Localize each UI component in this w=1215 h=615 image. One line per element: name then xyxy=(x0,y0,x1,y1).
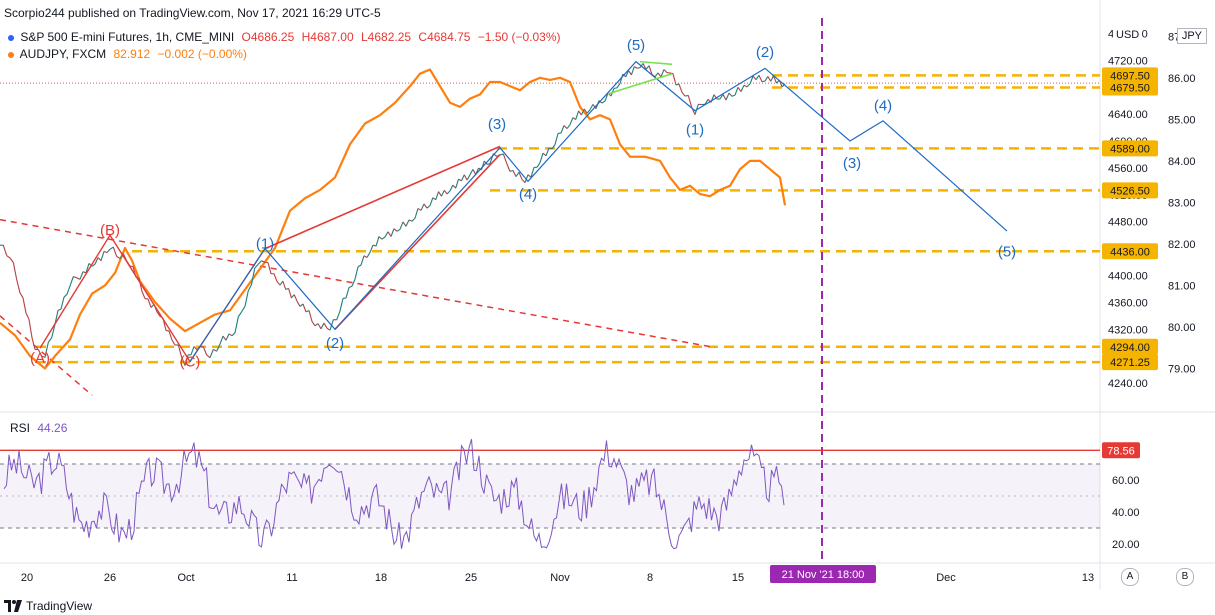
rsi-legend[interactable]: RSI 44.26 xyxy=(10,421,71,435)
level-label: 4271.25 xyxy=(1110,357,1150,369)
level-label: 4589.00 xyxy=(1110,143,1150,155)
level-label-bg xyxy=(1102,67,1158,84)
level-label: 4526.50 xyxy=(1110,185,1150,197)
rsi-label: RSI xyxy=(10,421,31,435)
publish-line: Scorpio244 published on TradingView.com,… xyxy=(4,6,381,20)
low-value: L4682.25 xyxy=(361,30,412,44)
wave-label: (C) xyxy=(180,353,201,370)
symbol2-change: −0.002 (−0.00%) xyxy=(157,47,247,61)
wave-channel-red-2 xyxy=(334,153,501,330)
rsi-tick-label: 20.00 xyxy=(1112,539,1140,551)
currency-left[interactable]: USD xyxy=(1113,28,1143,42)
cursor-time-label: 21 Nov '21 18:00 xyxy=(782,569,865,581)
level-label: 4436.00 xyxy=(1110,246,1150,258)
wave-label: (1) xyxy=(256,236,274,253)
level-label-bg xyxy=(1102,243,1158,260)
symbol-name: S&P 500 E-mini Futures, 1h, CME_MINI xyxy=(20,30,235,44)
symbol2-value: 82.912 xyxy=(113,47,151,61)
cursor-time-bg xyxy=(770,565,876,583)
tradingview-logo-icon xyxy=(4,600,22,612)
high-value: H4687.00 xyxy=(301,30,354,44)
time-tick-label: Oct xyxy=(177,572,194,584)
rsi-level-label: 78.56 xyxy=(1107,445,1135,457)
symbol2-legend[interactable]: AUDJPY, FXCM 82.912 −0.002 (−0.00%) xyxy=(8,47,251,61)
time-tick-label: 18 xyxy=(375,572,387,584)
time-tick-label: 25 xyxy=(465,572,477,584)
wave-label: (2) xyxy=(756,44,774,61)
wave-label: (4) xyxy=(519,186,537,203)
wave-label: (B) xyxy=(100,222,120,239)
audjpy-line xyxy=(0,68,787,370)
time-tick-label: 11 xyxy=(286,572,297,584)
rsi-band xyxy=(0,464,1100,528)
jpy-tick-label: 79.00 xyxy=(1168,363,1196,375)
price-tick-label: 4400.00 xyxy=(1108,270,1148,282)
price-tick-label: 4720.00 xyxy=(1108,55,1148,67)
price-tick-label: 4360.00 xyxy=(1108,297,1148,309)
wave-label: (4) xyxy=(874,98,892,115)
rsi-tick-label: 40.00 xyxy=(1112,507,1140,519)
level-label-bg xyxy=(1102,182,1158,199)
jpy-tick-label: 83.00 xyxy=(1168,197,1196,209)
wave-label: (1) xyxy=(686,121,704,138)
wave-label: (2) xyxy=(326,335,344,352)
jpy-tick-label: 82.00 xyxy=(1168,239,1196,251)
price-tick-label: 4240.00 xyxy=(1108,378,1148,390)
spx-price-line xyxy=(0,62,786,367)
time-tick-label: 20 xyxy=(21,572,33,584)
rsi-level-bg xyxy=(1102,442,1140,459)
level-label: 4679.50 xyxy=(1110,83,1150,95)
price-tick-label: 4560.00 xyxy=(1108,163,1148,175)
wave-label: (A) xyxy=(30,350,50,367)
level-label-bg xyxy=(1102,140,1158,157)
publish-info: Scorpio244 published on TradingView.com,… xyxy=(4,6,385,20)
currency-right[interactable]: JPY xyxy=(1176,28,1207,44)
time-tick-label: Dec xyxy=(936,572,956,584)
jpy-tick-label: 81.00 xyxy=(1168,280,1196,292)
trend-line-upper xyxy=(0,218,716,349)
wave-channel-red xyxy=(264,145,501,250)
wave-label: (5) xyxy=(627,37,645,54)
log-scale-button[interactable]: B xyxy=(1176,568,1194,586)
time-tick-label: 26 xyxy=(104,572,116,584)
change-value: −1.50 (−0.03%) xyxy=(477,30,561,44)
level-label-bg xyxy=(1102,354,1158,371)
symbol-icon xyxy=(8,35,14,41)
level-label-bg xyxy=(1102,79,1158,96)
level-label: 4294.00 xyxy=(1110,342,1150,354)
rsi-line xyxy=(3,439,785,550)
time-tick-label: Nov xyxy=(550,572,570,584)
price-tick-label: 4480.00 xyxy=(1108,217,1148,229)
rsi-tick-label: 60.00 xyxy=(1112,475,1140,487)
auto-scale-button[interactable]: A xyxy=(1121,568,1139,586)
jpy-tick-label: 85.00 xyxy=(1168,114,1196,126)
level-label: 4697.50 xyxy=(1110,70,1150,82)
level-label-bg xyxy=(1102,338,1158,355)
wave-label: (5) xyxy=(998,244,1016,261)
time-tick-label: 8 xyxy=(647,572,653,584)
symbol-legend[interactable]: S&P 500 E-mini Futures, 1h, CME_MINI O46… xyxy=(8,30,565,44)
time-tick-label: 13 xyxy=(1082,572,1094,584)
price-tick-label: 4640.00 xyxy=(1108,109,1148,121)
green-channel-lower xyxy=(607,72,673,95)
jpy-tick-label: 80.00 xyxy=(1168,322,1196,334)
close-value: C4684.75 xyxy=(418,30,471,44)
open-value: O4686.25 xyxy=(241,30,295,44)
watermark: TradingView xyxy=(4,599,92,613)
green-channel-upper xyxy=(639,60,673,66)
wave-label: (3) xyxy=(843,155,861,172)
spx-candles xyxy=(0,63,786,366)
elliott-wave-path xyxy=(189,60,1008,362)
wave-label: (3) xyxy=(488,116,506,133)
watermark-text: TradingView xyxy=(26,599,93,613)
time-tick-label: 15 xyxy=(732,572,744,584)
jpy-tick-label: 84.00 xyxy=(1168,156,1196,168)
jpy-tick-label: 86.00 xyxy=(1168,73,1196,85)
symbol2-icon xyxy=(8,52,14,58)
rsi-value: 44.26 xyxy=(37,421,68,435)
price-tick-label: 4320.00 xyxy=(1108,324,1148,336)
symbol2-name: AUDJPY, FXCM xyxy=(19,47,107,61)
